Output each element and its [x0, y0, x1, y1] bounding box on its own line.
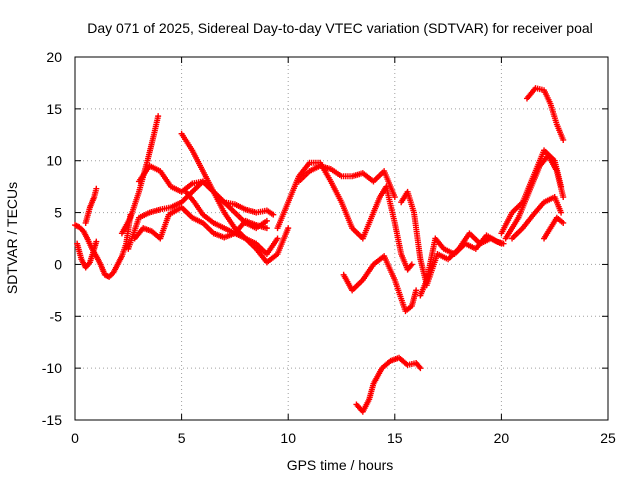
data-point: [417, 365, 424, 372]
y-tick-label: 0: [54, 256, 62, 272]
y-tick-label: -10: [42, 360, 62, 376]
series-s8: [178, 130, 292, 266]
chart-title: Day 071 of 2025, Sidereal Day-to-day VTE…: [87, 20, 593, 36]
data-point: [558, 209, 565, 216]
y-tick-label: 15: [46, 101, 62, 117]
series-s3: [82, 185, 100, 226]
series-s20: [541, 214, 567, 242]
series-s13: [353, 354, 424, 415]
x-tick-label: 25: [600, 430, 616, 446]
x-axis-label: GPS time / hours: [287, 457, 394, 473]
data-point: [274, 235, 281, 242]
data-point: [408, 261, 415, 268]
data-point: [155, 113, 162, 120]
data-point: [263, 225, 270, 232]
y-tick-label: 10: [46, 153, 62, 169]
data-point: [500, 240, 507, 247]
x-tick-label: 10: [280, 430, 296, 446]
series-s15: [417, 232, 507, 299]
data-point: [391, 194, 398, 201]
axes: [74, 56, 609, 421]
series-s19: [509, 194, 565, 242]
series-s1: [72, 211, 134, 280]
y-tick-label: -5: [50, 308, 63, 324]
data-point: [263, 217, 270, 224]
data-point: [560, 136, 567, 143]
y-axis-label: SDTVAR / TECUs: [4, 182, 20, 294]
x-tick-label: 20: [494, 430, 510, 446]
series-s10: [274, 159, 415, 273]
data-point: [270, 211, 277, 218]
x-tick-label: 5: [178, 430, 186, 446]
data-point: [407, 262, 414, 269]
series-s11: [295, 162, 398, 201]
y-tick-label: 20: [46, 49, 62, 65]
y-tick-label: -15: [42, 412, 62, 428]
data-points: [72, 85, 567, 415]
series-s18: [523, 85, 567, 143]
data-point: [413, 287, 420, 294]
series-s9: [182, 188, 281, 258]
data-point: [560, 194, 567, 201]
series-s17: [502, 152, 567, 242]
data-point: [93, 238, 100, 245]
series-s2: [74, 238, 100, 271]
data-point: [85, 260, 92, 267]
ticks: 0 5 10 15 20 25 -15 -10 -5 0 5 10 15 20: [42, 49, 616, 446]
data-point: [416, 363, 423, 370]
data-point: [93, 185, 100, 192]
series-s12: [340, 253, 420, 315]
plot-frame: [74, 56, 609, 421]
y-tick-label: 5: [54, 205, 62, 221]
data-point: [560, 219, 567, 226]
data-point: [285, 225, 292, 232]
grid: [75, 57, 608, 420]
x-tick-label: 15: [387, 430, 403, 446]
x-tick-label: 0: [71, 430, 79, 446]
